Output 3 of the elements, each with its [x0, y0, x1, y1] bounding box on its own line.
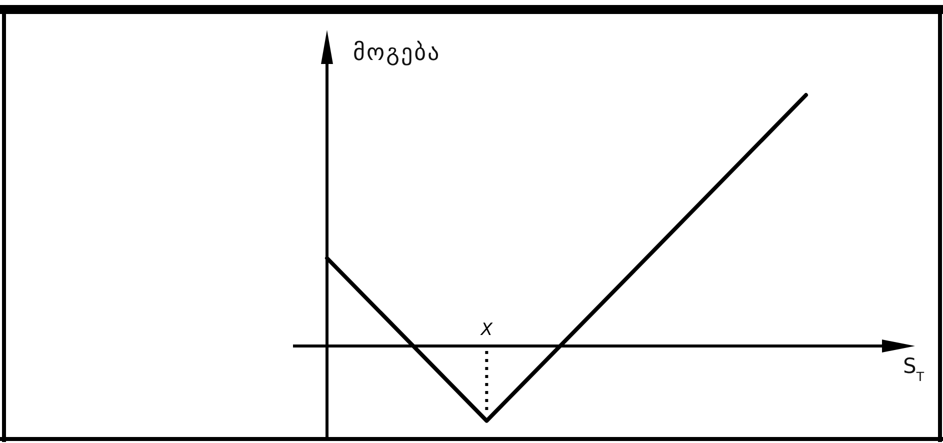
annotation: X	[480, 320, 493, 340]
x-axis-title: S$_{T}$	[903, 354, 924, 384]
y-axis-title: მოგება	[353, 40, 441, 66]
